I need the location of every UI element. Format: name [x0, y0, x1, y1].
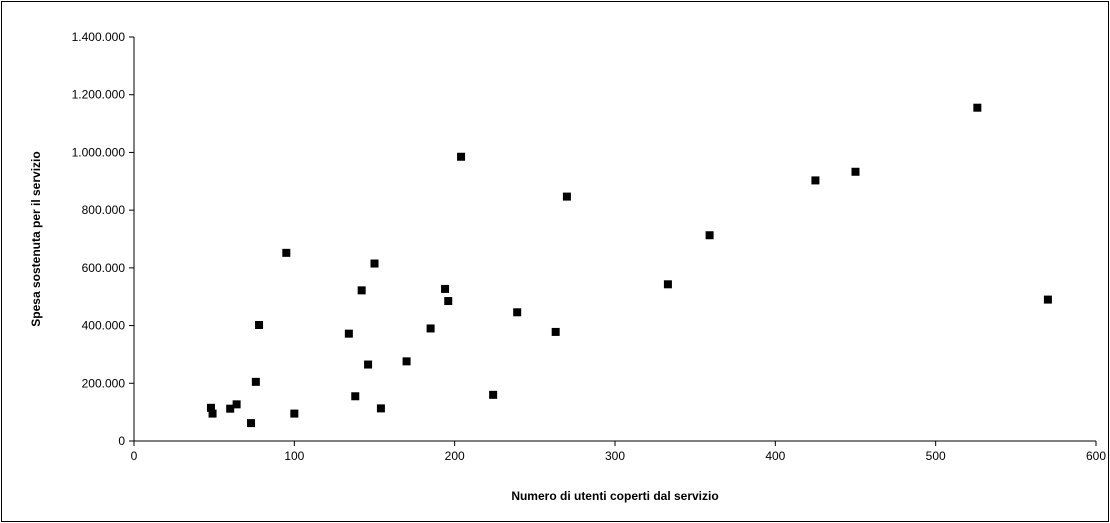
- axes: [133, 37, 1096, 442]
- data-point: [441, 284, 450, 293]
- data-point: [811, 176, 820, 185]
- data-points: [206, 103, 1052, 428]
- data-point: [513, 308, 522, 317]
- y-tick-label: 600.000: [82, 261, 126, 275]
- y-tick-label: 200.000: [82, 376, 126, 390]
- y-tick-label: 0: [118, 434, 125, 448]
- data-point: [851, 167, 860, 176]
- x-tick-label: 400: [765, 449, 785, 463]
- data-point: [551, 327, 560, 336]
- data-point: [290, 409, 299, 418]
- y-tick-label: 1.200.000: [72, 88, 126, 102]
- x-tick-label: 200: [445, 449, 465, 463]
- data-point: [426, 324, 435, 333]
- data-point: [251, 377, 260, 386]
- x-axis-title: Numero di utenti coperti dal servizio: [511, 489, 718, 503]
- x-tick-label: 0: [131, 449, 138, 463]
- data-point: [206, 403, 215, 412]
- data-point: [402, 357, 411, 366]
- y-tick-label: 1.000.000: [72, 145, 126, 159]
- data-point: [444, 297, 453, 306]
- data-point: [663, 280, 672, 289]
- x-tick-label: 300: [605, 449, 625, 463]
- data-point: [457, 152, 466, 161]
- data-point: [376, 404, 385, 413]
- data-point: [282, 248, 291, 257]
- data-point: [364, 360, 373, 369]
- data-point: [370, 259, 379, 268]
- data-point: [351, 392, 360, 401]
- data-point: [357, 286, 366, 295]
- data-point: [247, 419, 256, 428]
- data-point: [344, 329, 353, 338]
- data-point: [973, 103, 982, 112]
- y-axis-title: Spesa sostenuta per il servizio: [29, 151, 43, 326]
- data-point: [1043, 295, 1052, 304]
- y-tick-label: 400.000: [82, 319, 126, 333]
- data-point: [562, 192, 571, 201]
- ticks: 0 100 200 300 400 500 600 0 200.000 400.000 600.00…: [72, 30, 1107, 463]
- data-point: [232, 400, 241, 409]
- data-point: [208, 409, 217, 418]
- x-tick-label: 500: [926, 449, 946, 463]
- x-tick-label: 100: [284, 449, 304, 463]
- data-point: [226, 404, 235, 413]
- y-tick-label: 1.400.000: [72, 30, 126, 44]
- x-tick-label: 600: [1086, 449, 1106, 463]
- y-tick-label: 800.000: [82, 203, 126, 217]
- data-point: [255, 320, 264, 329]
- data-point: [489, 390, 498, 399]
- data-point: [705, 231, 714, 240]
